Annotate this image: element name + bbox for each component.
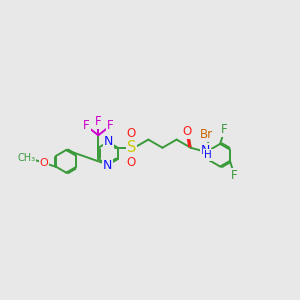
Text: N: N [103, 159, 112, 172]
Text: O: O [183, 125, 192, 138]
Text: N: N [104, 135, 113, 148]
Text: O: O [127, 127, 136, 140]
Text: O: O [127, 156, 136, 169]
Text: N: N [201, 144, 210, 157]
Text: F: F [107, 119, 113, 132]
Text: CH₃: CH₃ [17, 153, 35, 163]
Text: F: F [221, 123, 228, 136]
Text: H: H [204, 150, 212, 160]
Text: S: S [127, 140, 136, 155]
Text: O: O [40, 158, 48, 168]
Text: F: F [95, 115, 102, 128]
Text: Br: Br [200, 128, 213, 141]
Text: F: F [83, 119, 90, 132]
Text: F: F [231, 169, 238, 182]
